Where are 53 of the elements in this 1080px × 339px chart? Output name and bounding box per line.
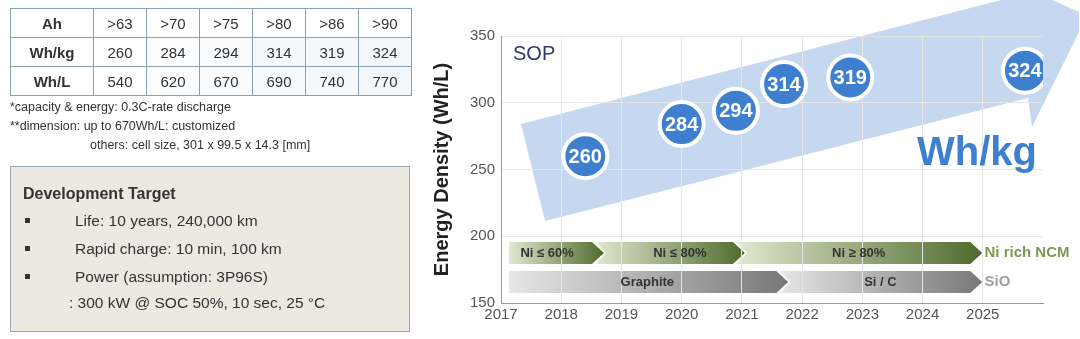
data-label: 324 [1008, 59, 1043, 82]
text: Development Target [23, 185, 177, 203]
y-axis-title: Energy Density (Wh/L) [429, 62, 452, 277]
data-label: 540 [93, 66, 147, 96]
x-tick-label: >90 [358, 8, 412, 38]
text: *capacity & energy: 0.3C-rate discharge [10, 99, 232, 115]
data-label: 670 [199, 66, 253, 96]
data-label: 260 [93, 37, 147, 67]
annotation: Graphite [620, 273, 675, 289]
data-label: 260 [568, 144, 602, 167]
x-tick-label: 2025 [966, 305, 1000, 323]
y-tick-label: 200 [469, 226, 495, 244]
data-label: 319 [305, 37, 359, 67]
annotation: SiO [984, 272, 1011, 290]
data-label: 319 [833, 65, 867, 88]
data-label: 284 [664, 112, 700, 135]
text: Rapid charge: 10 min, 100 km [75, 240, 282, 257]
x-tick-label: >75 [199, 8, 253, 38]
x-tick-label: 2022 [785, 305, 819, 323]
annotation: Si / C [864, 273, 898, 289]
x-tick-label: 2024 [905, 305, 940, 323]
data-label: 314 [252, 37, 306, 67]
y-tick-label: Wh/L [10, 66, 94, 96]
text: others: cell size, 301 x 99.5 x 14.3 [mm] [89, 137, 312, 153]
x-tick-label: 2023 [845, 305, 880, 323]
text: : 300 kW @ SOC 50%, 10 sec, 25 °C [68, 293, 327, 313]
data-label: 770 [358, 66, 412, 96]
annotation: Ni rich NCM [984, 243, 1070, 261]
data-label: 324 [358, 37, 412, 67]
x-tick-label: >63 [93, 8, 147, 38]
x-tick-label: 2018 [544, 305, 578, 323]
x-tick-label: >80 [252, 8, 306, 38]
x-axis-title: Ah [10, 8, 94, 38]
data-label: 620 [146, 66, 200, 96]
x-tick-label: >86 [305, 8, 359, 38]
x-tick-label: >70 [146, 8, 200, 38]
data-label: 740 [305, 66, 359, 96]
y-tick-label: 300 [469, 92, 495, 110]
x-tick-label: 2021 [725, 305, 759, 323]
y-tick-label: 350 [469, 26, 495, 44]
text: Power (assumption: 3P96S) [75, 268, 268, 285]
data-label: 294 [199, 37, 253, 67]
x-tick-label: 2019 [604, 305, 639, 323]
data-label: 690 [252, 66, 306, 96]
y-tick-label: 250 [469, 159, 495, 177]
series-label: Wh/kg [916, 128, 1037, 173]
data-label: 284 [146, 37, 200, 67]
text: Life: 10 years, 240,000 km [75, 212, 258, 229]
annotation: SOP [513, 41, 556, 64]
x-tick-label: 2020 [664, 305, 699, 323]
data-label: 314 [767, 72, 802, 95]
text: **dimension: up to 670Wh/L: customized [10, 118, 237, 134]
data-label: 294 [719, 99, 754, 122]
